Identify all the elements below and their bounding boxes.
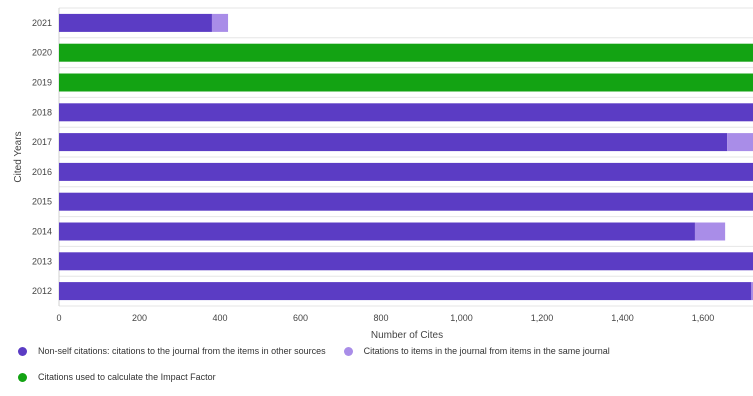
bar-segment[interactable] (59, 13, 212, 32)
x-tick-label: 1,000 (450, 313, 473, 323)
cited-years-bar-chart: 2021 2020 2019 2018 2017 2016 2015 2014 2013 2012… (13, 7, 753, 340)
y-tick-label: 2014 (32, 227, 52, 237)
y-tick-label: 2021 (32, 18, 52, 28)
x-tick-label: 600 (293, 313, 308, 323)
legend-row: Non-self citations: citations to the jou… (18, 344, 738, 358)
y-tick-label: 2016 (32, 167, 52, 177)
legend-label: Citations used to calculate the Impact F… (38, 372, 216, 382)
bar-segment[interactable] (694, 222, 726, 241)
legend-label: Citations to items in the journal from i… (363, 346, 610, 356)
y-tick-label: 2020 (32, 48, 52, 58)
bars (59, 13, 753, 301)
y-tick-label: 2013 (32, 256, 52, 266)
bar-segment[interactable] (59, 43, 753, 62)
x-tick-label: 200 (132, 313, 147, 323)
legend-item-non-self[interactable]: Non-self citations: citations to the jou… (18, 346, 326, 356)
bar-segment[interactable] (59, 222, 695, 241)
legend-label: Non-self citations: citations to the jou… (38, 346, 326, 356)
bar-segment[interactable] (59, 252, 753, 271)
legend-dot-icon (343, 346, 353, 356)
x-tick-label: 1,200 (531, 313, 554, 323)
x-tick-label: 400 (212, 313, 227, 323)
legend-row: Citations used to calculate the Impact F… (18, 370, 738, 384)
y-tick-label: 2018 (32, 107, 52, 117)
bar-segment[interactable] (727, 133, 753, 152)
bar-segment[interactable] (211, 13, 229, 32)
legend-item-impact-factor[interactable]: Citations used to calculate the Impact F… (18, 372, 216, 382)
y-tick-label: 2019 (32, 78, 52, 88)
y-axis-title: Cited Years (13, 131, 24, 182)
chart-legend: Non-self citations: citations to the jou… (18, 344, 738, 396)
x-tick-label: 1,400 (611, 313, 634, 323)
y-tick-label: 2015 (32, 197, 52, 207)
y-tick-label: 2017 (32, 137, 52, 147)
bar-segment[interactable] (59, 103, 753, 122)
x-axis-title: Number of Cites (371, 330, 443, 340)
x-tick-label: 0 (56, 313, 61, 323)
y-tick-labels: 2021 2020 2019 2018 2017 2016 2015 2014 2013 2012 (32, 18, 52, 296)
bar-segment[interactable] (59, 162, 753, 181)
bar-segment[interactable] (59, 192, 753, 211)
legend-dot-icon (18, 372, 27, 382)
y-tick-label: 2012 (32, 286, 52, 296)
x-tick-label: 800 (373, 313, 388, 323)
bar-segment[interactable] (751, 282, 753, 301)
bar-segment[interactable] (59, 73, 753, 92)
legend-dot-icon (18, 346, 27, 356)
x-tick-label: 1,600 (692, 313, 715, 323)
legend-item-same-journal[interactable]: Citations to items in the journal from i… (343, 346, 610, 356)
bar-segment[interactable] (59, 133, 728, 152)
x-tick-labels: 02004006008001,0001,2001,4001,6001,8002,… (56, 313, 715, 323)
bar-segment[interactable] (59, 282, 752, 301)
